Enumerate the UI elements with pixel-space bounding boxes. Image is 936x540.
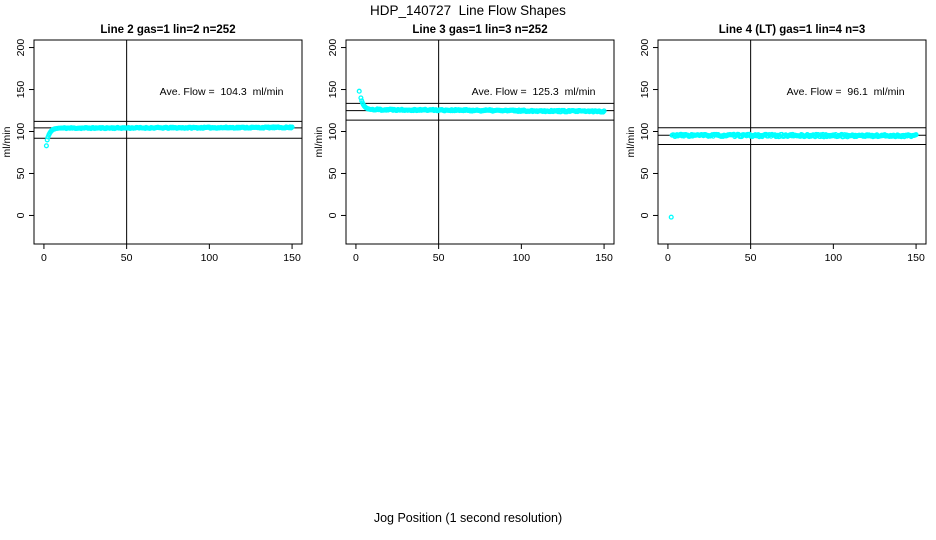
ave-flow-annotation: Ave. Flow = 96.1 ml/min xyxy=(787,86,905,98)
flow-chart: Line 3 gas=1 lin=3 n=252 0 50 100 150 0 50 100 1… xyxy=(313,24,615,264)
panel-title: Line 3 gas=1 lin=3 n=252 xyxy=(412,24,547,36)
ave-flow-annotation: Ave. Flow = 104.3 ml/min xyxy=(160,86,284,98)
panel-title: Line 4 (LT) gas=1 lin=4 n=3 xyxy=(719,24,865,36)
plot-box xyxy=(33,39,303,245)
x-axis-label: Jog Position (1 second resolution) xyxy=(373,511,563,525)
x-tick-label: 100 xyxy=(513,252,531,264)
data-point xyxy=(289,124,295,130)
data-point xyxy=(601,108,607,114)
x-tick-label: 150 xyxy=(907,252,925,264)
flow-chart: Line 2 gas=1 lin=2 n=252 0 50 100 150 0 50 100 1… xyxy=(1,24,303,264)
x-tick-label: 100 xyxy=(201,252,219,264)
y-tick-label: 150 xyxy=(639,81,651,99)
flow-panel-line-4: Line 4 (LT) gas=1 lin=4 n=3 0 50 100 150 0 50 1… xyxy=(624,0,936,270)
y-axis-title: ml/min xyxy=(313,126,325,157)
y-tick-label: 0 xyxy=(639,212,651,218)
plot-box xyxy=(345,39,615,245)
panel-title: Line 2 gas=1 lin=2 n=252 xyxy=(100,24,235,36)
x-tick-label: 0 xyxy=(353,252,359,264)
y-axis-title: ml/min xyxy=(1,126,13,157)
data-points xyxy=(356,88,607,115)
y-tick-label: 0 xyxy=(15,212,27,218)
flow-panel-line-2: Line 2 gas=1 lin=2 n=252 0 50 100 150 0 50 100 1… xyxy=(0,0,312,270)
x-tick-label: 50 xyxy=(433,252,445,264)
flow-panel-line-3: Line 3 gas=1 lin=3 n=252 0 50 100 150 0 50 100 1… xyxy=(312,0,624,270)
data-points xyxy=(668,131,919,220)
y-axis-title: ml/min xyxy=(625,126,637,157)
x-tick-label: 150 xyxy=(595,252,613,264)
y-tick-label: 100 xyxy=(639,123,651,141)
plot-box xyxy=(657,39,927,245)
y-tick-label: 200 xyxy=(639,39,651,57)
data-point xyxy=(356,88,362,94)
flow-chart: Line 4 (LT) gas=1 lin=4 n=3 0 50 100 150 0 50 1… xyxy=(625,24,927,264)
data-point xyxy=(668,214,674,220)
x-tick-label: 50 xyxy=(121,252,133,264)
data-point xyxy=(43,143,49,149)
main-title: HDP_140727 Line Flow Shapes xyxy=(370,3,566,18)
x-tick-label: 100 xyxy=(825,252,843,264)
y-tick-label: 100 xyxy=(15,123,27,141)
y-tick-label: 150 xyxy=(327,81,339,99)
data-points xyxy=(43,124,295,149)
x-tick-label: 50 xyxy=(745,252,757,264)
y-tick-label: 50 xyxy=(15,167,27,179)
x-tick-label: 0 xyxy=(665,252,671,264)
data-point xyxy=(913,132,919,138)
y-tick-label: 50 xyxy=(639,167,651,179)
y-tick-label: 0 xyxy=(327,212,339,218)
y-tick-label: 50 xyxy=(327,167,339,179)
ave-flow-annotation: Ave. Flow = 125.3 ml/min xyxy=(472,86,596,98)
y-tick-label: 200 xyxy=(15,39,27,57)
y-tick-label: 150 xyxy=(15,81,27,99)
x-tick-label: 0 xyxy=(41,252,47,264)
y-tick-label: 100 xyxy=(327,123,339,141)
x-tick-label: 150 xyxy=(283,252,301,264)
y-tick-label: 200 xyxy=(327,39,339,57)
